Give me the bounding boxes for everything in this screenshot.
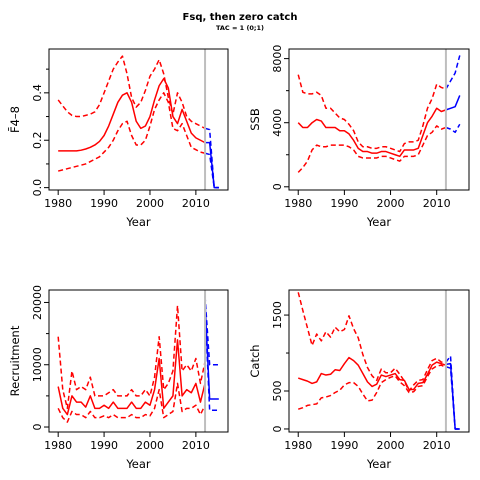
figure-title: Fsq, then zero catch [183,12,298,23]
series-catch-upper [297,292,446,392]
plot-frame-fbar [48,48,229,191]
plot-frame-recruitment [48,289,229,433]
x-tick-label-recruitment-1990: 1990 [90,439,118,452]
x-tick-label-ssb-1980: 1980 [284,197,312,210]
x-axis-label-ssb: Year [366,215,392,229]
series-catch-lower [297,364,447,410]
chart-ssb: 1980 1990 2000 2010 0 4000 8000 Year SSB [248,45,470,229]
y-axis-label-fbar: F̄4–8 [8,106,22,133]
y-tick-label-ssb-1: 4000 [271,109,284,137]
x-tick-label-fbar-1980: 1980 [44,197,72,210]
x-axis-label-catch: Year [366,457,392,471]
x-tick-label-fbar-1990: 1990 [90,197,118,210]
chart-catch: 1980 1990 2000 2010 0 500 1500 Year Catch [248,289,470,471]
series-recruitment-projection-upper [204,296,219,366]
x-axis-label-fbar: Year [125,215,151,229]
y-axis-label-ssb: SSB [248,108,262,131]
y-tick-label-recruitment-0: 0 [31,424,44,431]
x-tick-label-ssb-2000: 2000 [377,197,405,210]
y-axis-label-catch: Catch [248,344,262,377]
series-recruitment-upper [57,304,206,410]
y-tick-label-catch-2: 1500 [271,301,284,329]
series-recruitment-median [57,339,206,416]
x-tick-label-recruitment-1980: 1980 [44,439,72,452]
series-ssb-projection-lower [445,123,461,134]
y-tick-label-fbar-2: 0.4 [31,84,44,102]
x-tick-label-recruitment-2000: 2000 [136,439,164,452]
x-tick-label-catch-2000: 2000 [377,439,405,452]
series-catch-projection-lower [445,365,460,430]
series-fbar-projection-lower [204,152,219,189]
series-recruitment-projection-lower [204,308,219,411]
y-tick-label-ssb-0: 0 [271,183,284,190]
y-tick-label-recruitment-2: 20000 [31,285,44,320]
plot-frame-catch [288,289,470,433]
x-tick-label-catch-1980: 1980 [284,439,312,452]
x-tick-label-catch-2010: 2010 [423,439,451,452]
x-tick-label-recruitment-2010: 2010 [182,439,210,452]
series-ssb-median [297,107,447,158]
plot-frame-ssb [288,48,470,191]
series-fbar-projection-upper [204,127,219,189]
series-catch-median [297,356,447,391]
y-tick-label-fbar-0: 0.0 [31,179,44,197]
series-ssb-projection-median [445,95,461,111]
series-fbar-upper [57,55,206,130]
x-tick-label-fbar-2010: 2010 [182,197,210,210]
x-tick-label-ssb-2010: 2010 [423,197,451,210]
x-tick-label-ssb-1990: 1990 [330,197,358,210]
y-tick-label-catch-0: 0 [271,425,284,432]
y-tick-label-catch-1: 500 [271,380,284,401]
y-tick-label-ssb-2: 8000 [271,45,284,73]
figure-subtitle: TAC = 1 (0;1) [216,24,264,32]
y-tick-label-recruitment-1: 10000 [31,347,44,382]
series-fbar-median [58,77,206,152]
y-tick-label-fbar-1: 0.2 [31,131,44,149]
series-ssb-upper [297,74,447,153]
chart-recruitment: 1980 1990 2000 2010 0 10000 20000 Year Recruitme… [8,285,229,471]
series-recruitment-lower [57,382,206,423]
chart-fbar: 1980 1990 2000 2010 0.0 0.2 0.4 Year F̄4–8 [8,48,229,229]
series-fbar-lower [57,92,206,172]
x-axis-label-recruitment: Year [125,457,151,471]
x-tick-label-fbar-2000: 2000 [136,197,164,210]
x-tick-label-catch-1990: 1990 [330,439,358,452]
y-axis-label-recruitment: Recruitment [8,325,22,396]
series-ssb-projection-upper [445,55,461,90]
